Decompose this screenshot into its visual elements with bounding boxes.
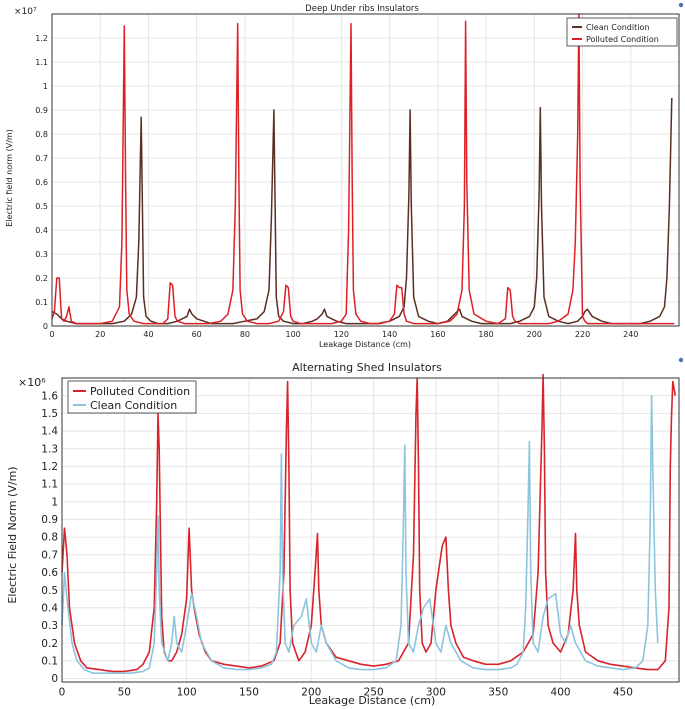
x-tick-label: 160 <box>430 330 445 339</box>
y-tick-label: 0.1 <box>41 655 58 667</box>
plot-area: 0 50 100 150 200 250 300 350 400 450 0 0.1 0.2 0.3 0.4… <box>41 373 680 699</box>
y-tick-label: 1 <box>51 496 58 508</box>
settings-dot-icon[interactable] <box>678 357 684 363</box>
legend-label-clean: Clean Condition <box>90 399 177 412</box>
x-tick-label: 0 <box>59 687 66 699</box>
y-tick-label: 0 <box>43 322 48 331</box>
y-tick-label: 0.4 <box>35 226 48 235</box>
y-multiplier: ×10⁷ <box>14 7 37 17</box>
x-tick-label: 20 <box>95 330 105 339</box>
x-tick-label: 300 <box>426 687 446 699</box>
x-tick-label: 450 <box>613 687 633 699</box>
plot-frame <box>51 13 680 327</box>
legend-label-clean: Clean Condition <box>586 23 649 32</box>
y-tick-label: 0.2 <box>35 274 48 283</box>
y-tick-label: 0.9 <box>35 106 48 115</box>
x-tick-label: 140 <box>382 330 397 339</box>
x-axis-label: Leakage Distance (cm) <box>319 340 411 349</box>
y-tick-label: 0.8 <box>35 130 48 139</box>
legend-box <box>67 380 197 414</box>
y-tick-label: 1 <box>43 82 48 91</box>
x-tick-label: 200 <box>527 330 542 339</box>
y-axis-label: Electric field norm (V/m) <box>5 129 14 227</box>
x-tick-label: 80 <box>240 330 250 339</box>
series-line-polluted-condition <box>51 13 675 325</box>
series-lines <box>61 373 677 675</box>
x-tick-label: 150 <box>239 687 259 699</box>
series-line-clean-condition <box>61 394 659 675</box>
chart-deep-under-ribs: Deep Under ribs Insulators ×10⁷ Electric… <box>5 2 684 349</box>
y-tick-label: 0.3 <box>35 250 48 259</box>
x-tick-label: 50 <box>118 687 131 699</box>
settings-dot-icon[interactable] <box>678 2 684 8</box>
y-tick-label: 0.4 <box>41 602 58 614</box>
grid <box>51 14 679 327</box>
y-tick-label: 0.2 <box>41 638 58 650</box>
x-tick-label: 120 <box>334 330 349 339</box>
legend-label-polluted: Polluted Condition <box>90 385 190 398</box>
x-tick-label: 180 <box>478 330 493 339</box>
x-tick-label: 40 <box>143 330 153 339</box>
y-tick-label: 0.6 <box>35 178 48 187</box>
y-tick-label: 1.6 <box>41 390 58 402</box>
plot-frame <box>61 377 680 683</box>
legend: Polluted Condition Clean Condition <box>67 380 197 414</box>
y-tick-label: 1.3 <box>41 443 58 455</box>
plot-area: 0 20 40 60 80 100 120 140 160 180 200 220 240 0 0.1 0.2… <box>35 13 680 339</box>
y-tick-label: 1.1 <box>35 58 48 67</box>
y-tick-label: 0.7 <box>35 154 48 163</box>
x-tick-label: 200 <box>301 687 321 699</box>
y-tick-label: 1.2 <box>41 461 58 473</box>
y-multiplier: ×10⁶ <box>18 376 46 389</box>
chart-title: Deep Under ribs Insulators <box>305 4 419 14</box>
y-tick-label: 0.9 <box>41 514 58 526</box>
y-tick-label: 0.3 <box>41 620 58 632</box>
y-tick-label: 0 <box>51 673 58 685</box>
x-tick-label: 100 <box>286 330 301 339</box>
x-tick-label: 250 <box>364 687 384 699</box>
chart-title: Alternating Shed Insulators <box>292 361 442 374</box>
y-axis-label: Electric Field Norm (V/m) <box>6 466 19 603</box>
y-tick-label: 1.1 <box>41 479 58 491</box>
y-tick-label: 1.4 <box>41 426 58 438</box>
ticks: 0 20 40 60 80 100 120 140 160 180 200 220 240 0 0.1 0.2… <box>35 34 638 339</box>
x-tick-label: 350 <box>488 687 508 699</box>
series-line-clean-condition <box>51 97 673 325</box>
x-tick-label: 0 <box>49 330 54 339</box>
grid <box>61 378 679 682</box>
ticks: 0 50 100 150 200 250 300 350 400 450 0 0.1 0.2 0.3 0.4… <box>41 390 633 698</box>
x-tick-label: 220 <box>575 330 590 339</box>
x-tick-label: 100 <box>177 687 197 699</box>
y-tick-label: 0.6 <box>41 567 58 579</box>
y-tick-label: 1.5 <box>41 408 58 420</box>
x-tick-label: 240 <box>623 330 638 339</box>
y-tick-label: 0.8 <box>41 532 58 544</box>
y-tick-label: 0.7 <box>41 549 58 561</box>
x-axis-label: Leakage Distance (cm) <box>309 694 436 707</box>
chart-alternating-shed: Alternating Shed Insulators ×10⁶ Electri… <box>6 357 684 707</box>
x-tick-label: 60 <box>192 330 202 339</box>
x-tick-label: 400 <box>551 687 571 699</box>
legend-label-polluted: Polluted Condition <box>586 35 659 44</box>
legend: Clean Condition Polluted Condition <box>566 17 678 47</box>
y-tick-label: 0.5 <box>41 585 58 597</box>
y-tick-label: 1.2 <box>35 34 48 43</box>
series-lines <box>51 13 675 325</box>
y-tick-label: 0.1 <box>35 298 48 307</box>
y-tick-label: 0.5 <box>35 202 48 211</box>
legend-box <box>566 17 678 47</box>
